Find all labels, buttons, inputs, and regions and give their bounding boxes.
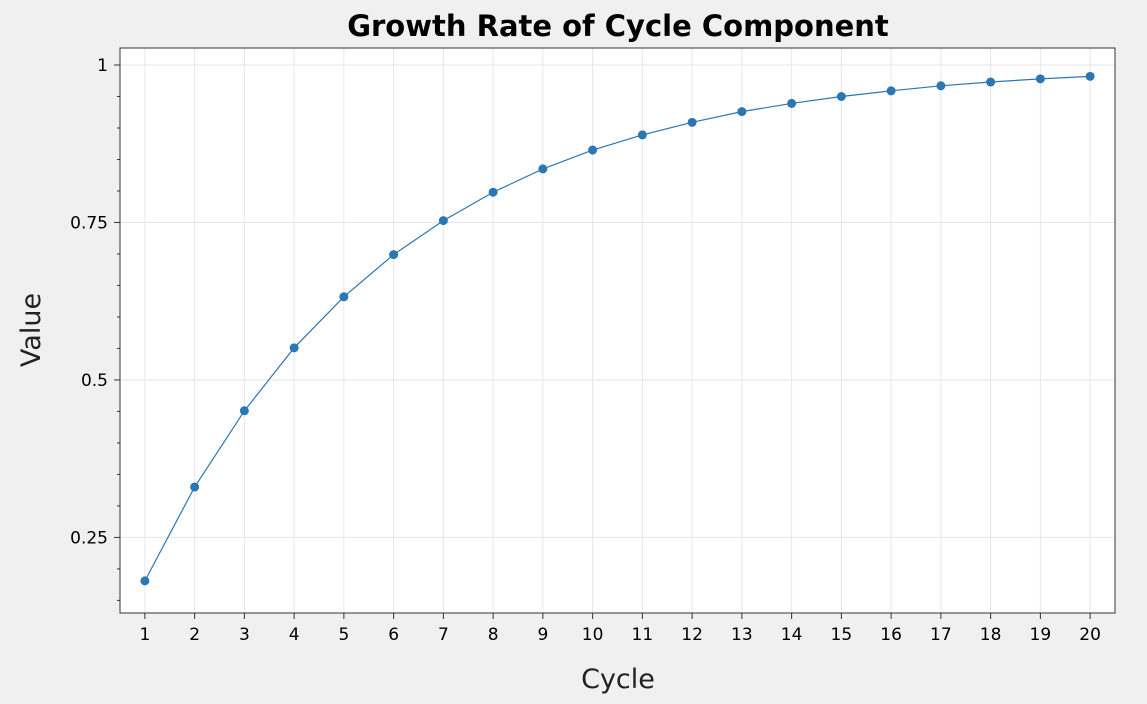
x-tick-label: 19 (1030, 625, 1052, 645)
data-point (339, 292, 349, 302)
data-point (239, 406, 249, 416)
x-tick-label: 1 (139, 625, 150, 645)
data-point (687, 117, 697, 127)
x-tick-label: 14 (781, 625, 803, 645)
data-point (787, 98, 797, 108)
x-axis-label: Cycle (581, 664, 655, 695)
x-axis: 1 2 3 4 5 6 7 8 9 10 11 12 13 14 15 16 17 18 19 20 (139, 613, 1101, 645)
x-tick-label: 10 (582, 625, 604, 645)
x-tick-label: 18 (980, 625, 1002, 645)
data-point (538, 164, 548, 174)
x-tick-label: 16 (880, 625, 902, 645)
plot-area (119, 47, 1116, 614)
x-tick-label: 6 (388, 625, 399, 645)
y-tick-label: 1 (97, 56, 108, 76)
data-point (737, 107, 747, 117)
data-point (936, 81, 946, 91)
data-point (190, 482, 200, 492)
x-tick-label: 17 (930, 625, 952, 645)
grid (119, 47, 1116, 614)
x-tick-label: 3 (239, 625, 250, 645)
x-tick-label: 5 (338, 625, 349, 645)
data-point (389, 250, 399, 260)
x-tick-label: 4 (289, 625, 300, 645)
data-point (836, 92, 846, 102)
x-tick-label: 15 (831, 625, 853, 645)
data-point (637, 130, 647, 140)
x-tick-label: 9 (537, 625, 548, 645)
series-line (144, 75, 1091, 582)
data-point (986, 77, 996, 87)
y-tick-label: 0.5 (81, 371, 108, 391)
data-point (1085, 71, 1095, 81)
x-tick-label: 11 (632, 625, 654, 645)
x-tick-label: 2 (189, 625, 200, 645)
x-tick-label: 8 (488, 625, 499, 645)
x-tick-label: 13 (731, 625, 753, 645)
data-point (140, 576, 150, 586)
x-tick-label: 20 (1079, 625, 1101, 645)
chart-title: Growth Rate of Cycle Component (347, 9, 889, 43)
y-tick-label: 0.75 (70, 213, 108, 233)
data-point (289, 343, 299, 353)
plot-frame (119, 47, 1116, 614)
data-point (488, 187, 498, 197)
y-axis: 0.25 0.5 0.75 1 (70, 56, 120, 601)
data-point (1035, 74, 1045, 84)
y-axis-label: Value (16, 293, 47, 367)
data-point (588, 145, 598, 155)
y-tick-label: 0.25 (70, 528, 108, 548)
x-tick-label: 12 (681, 625, 703, 645)
data-point (886, 86, 896, 96)
data-point (438, 216, 448, 226)
series-layer (140, 71, 1095, 586)
x-tick-label: 7 (438, 625, 449, 645)
